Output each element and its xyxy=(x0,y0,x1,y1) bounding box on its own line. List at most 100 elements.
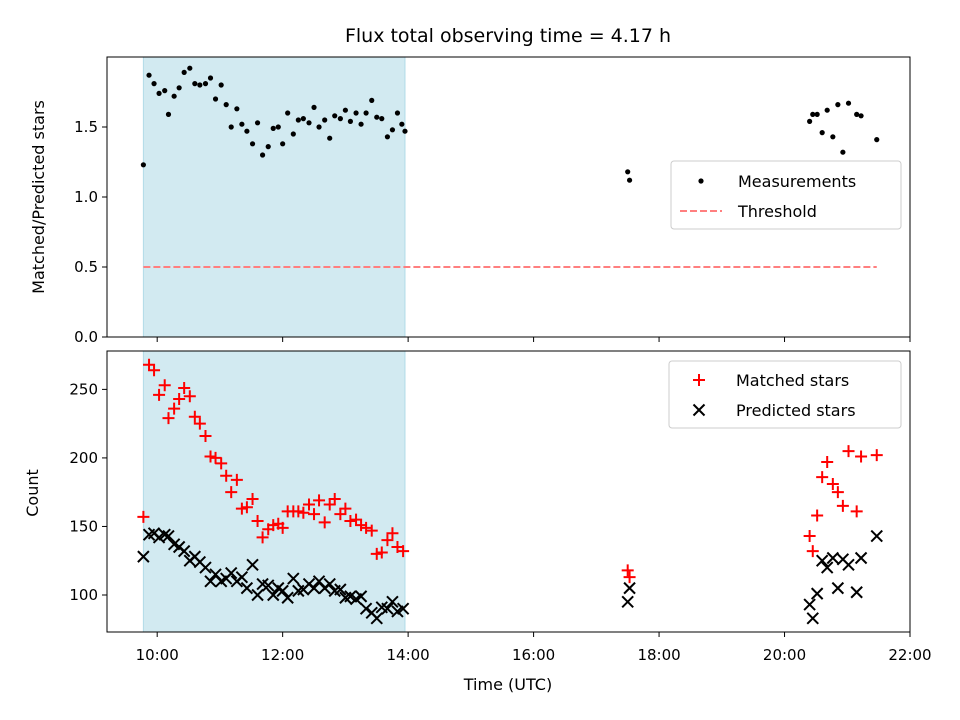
matched-stars-point xyxy=(240,501,253,514)
matched-stars-point xyxy=(375,546,388,559)
matched-stars-point xyxy=(143,358,156,371)
measurements-point xyxy=(156,90,162,96)
matched-stars-point xyxy=(850,505,863,518)
predicted-stars-point xyxy=(820,561,834,574)
predicted-stars-point xyxy=(307,581,321,595)
measurements-point xyxy=(187,65,193,71)
bottom-y-tick-label: 250 xyxy=(69,380,98,398)
measurements-point xyxy=(384,134,391,140)
predicted-stars-point xyxy=(359,602,373,615)
top-y-axis-label: Matched/Predicted stars xyxy=(29,100,48,294)
predicted-legend-marker xyxy=(692,403,706,417)
measurements-point xyxy=(249,141,256,147)
measurements-point xyxy=(162,88,168,94)
top-y-tick-label: 1.5 xyxy=(74,118,98,136)
matched-stars-point xyxy=(350,513,363,526)
matched-stars-point xyxy=(178,382,191,395)
matched-stars-point xyxy=(381,534,394,547)
predicted-stars-point xyxy=(177,544,191,558)
matched-stars-point xyxy=(183,390,196,403)
measurements-point xyxy=(295,117,301,123)
measurements-point xyxy=(171,93,177,99)
x-tick-label: 16:00 xyxy=(512,646,555,664)
bottom-y-axis-label: Count xyxy=(23,469,42,517)
matched-stars-point xyxy=(292,505,305,518)
predicted-stars-point xyxy=(803,598,816,611)
matched-stars-point xyxy=(323,498,336,511)
measurements-point xyxy=(202,81,209,87)
measurements-point xyxy=(399,121,405,127)
measurements-point xyxy=(810,111,816,117)
predicted-stars-point xyxy=(204,575,217,588)
matched-stars-point xyxy=(334,508,347,521)
measurements-point xyxy=(626,177,633,183)
predicted-stars-point xyxy=(396,602,410,615)
matched-stars-point xyxy=(235,502,248,515)
measurements-point xyxy=(322,117,328,123)
matched-stars-point xyxy=(365,524,378,537)
x-tick-label: 12:00 xyxy=(261,646,304,664)
measurements-point xyxy=(379,116,385,122)
predicted-stars-point xyxy=(323,577,336,591)
x-tick-label: 18:00 xyxy=(637,646,680,664)
measurements-point xyxy=(840,149,846,155)
measurements-point xyxy=(212,96,219,102)
predicted-stars-point xyxy=(386,595,399,609)
measurements-point xyxy=(394,110,401,116)
matched-stars-point xyxy=(397,545,410,558)
measurements-point xyxy=(197,82,203,88)
matched-stars-point xyxy=(220,469,233,482)
predicted-stars-point xyxy=(225,566,238,580)
matched-stars-point xyxy=(251,514,264,527)
bottom-y-tick-label: 200 xyxy=(69,449,98,467)
measurements-point xyxy=(244,128,250,134)
predicted-stars-point xyxy=(137,550,150,563)
matched-stars-point xyxy=(826,477,839,490)
measurements-point xyxy=(207,75,214,81)
matched-stars-point xyxy=(267,519,280,532)
measurements-point xyxy=(192,81,198,87)
legend-matched-label: Matched stars xyxy=(736,371,849,390)
bottom-plot-area: 100 150 200 250 10:00 12:00 14:00 16:00 18:00 20:… xyxy=(69,350,932,664)
measurements-point xyxy=(369,97,375,103)
measurements-point xyxy=(807,118,813,124)
predicted-stars-point xyxy=(334,583,347,596)
measurements-point xyxy=(374,114,380,120)
matched-stars-point xyxy=(339,502,352,515)
measurements-point xyxy=(300,116,306,122)
measurements-point xyxy=(342,107,348,113)
measurements-point xyxy=(290,131,296,137)
measurements-point xyxy=(275,124,281,130)
measurements-point xyxy=(280,141,286,147)
predicted-stars-point xyxy=(810,587,824,600)
measurements-point xyxy=(316,124,322,130)
legend-measurements-label: Measurements xyxy=(738,172,856,191)
matched-stars-point xyxy=(806,545,819,558)
matched-stars-point xyxy=(297,506,310,519)
measurements-point xyxy=(389,127,396,133)
matched-legend-marker xyxy=(693,374,705,386)
measurements-point xyxy=(625,169,631,175)
predicted-stars-point xyxy=(381,602,394,615)
predicted-stars-point xyxy=(826,551,840,565)
predicted-stars-point xyxy=(842,558,855,572)
predicted-stars-point xyxy=(235,570,249,584)
bottom-observing-window-span xyxy=(142,350,406,633)
predicted-stars-point xyxy=(287,572,300,585)
predicted-stars-point xyxy=(815,554,829,567)
predicted-stars-point xyxy=(240,581,254,595)
matched-stars-point xyxy=(173,392,186,405)
measurements-point xyxy=(402,128,408,134)
bottom-y-tick-label: 100 xyxy=(69,586,98,604)
measurements-point xyxy=(176,85,182,91)
matched-stars-point xyxy=(621,564,634,577)
matched-stars-point xyxy=(308,508,321,521)
measurements-point xyxy=(218,82,224,88)
measurements-point xyxy=(835,102,841,108)
measurements-point xyxy=(363,110,369,116)
measurements-point xyxy=(285,110,291,116)
matched-stars-point xyxy=(836,499,849,512)
predicted-stars-point xyxy=(162,529,175,543)
matched-stars-point xyxy=(831,486,844,499)
matched-stars-point xyxy=(148,364,161,377)
